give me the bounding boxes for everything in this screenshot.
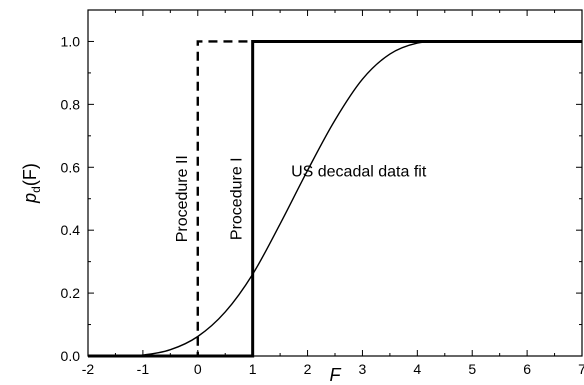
annotation-us-decadal-data-fit: US decadal data fit	[291, 164, 427, 181]
y-tick-label: 0.2	[61, 285, 81, 301]
series-line-us-decadal-data-fit	[87, 40, 582, 357]
x-tick-label: -2	[82, 361, 95, 377]
y-axis-title-subscript: d	[29, 186, 43, 193]
annotation-procedure-ii: Procedure II	[174, 155, 191, 242]
y-axis-title-main: p	[20, 193, 40, 204]
y-tick-label: 1.0	[61, 33, 81, 49]
x-tick-label: 7	[578, 361, 584, 377]
series-line-procedure-ii	[88, 40, 582, 358]
ticks-layer: -2 -1 0 1 2 3 4 5 6 7 0.0 0.2 0.4 0.6 0.8 1.0	[61, 9, 584, 377]
y-tick-label: 0.8	[61, 96, 81, 112]
series-layer	[87, 39, 582, 358]
x-tick-label: -1	[137, 361, 150, 377]
x-tick-label: 1	[249, 361, 257, 377]
y-tick-label: 0.6	[61, 159, 81, 175]
x-tick-label: 6	[523, 361, 531, 377]
plot-frame	[87, 9, 583, 357]
x-tick-label: 2	[304, 361, 312, 377]
x-tick-label: 3	[359, 361, 367, 377]
x-axis-title: F	[330, 365, 342, 385]
x-tick-label: 5	[468, 361, 476, 377]
x-tick-label: 0	[194, 361, 202, 377]
annotation-procedure-i: Procedure I	[229, 157, 246, 240]
series-line-procedure-i	[88, 39, 582, 358]
y-tick-label: 0.4	[61, 222, 81, 238]
annotation-layer: Procedure II Procedure I US decadal data f…	[174, 155, 427, 242]
y-axis-title-paren: (F)	[20, 163, 40, 186]
y-tick-label: 0.0	[61, 348, 81, 364]
y-axis-title: pd(F)	[20, 163, 43, 204]
x-tick-label: 4	[413, 361, 421, 377]
